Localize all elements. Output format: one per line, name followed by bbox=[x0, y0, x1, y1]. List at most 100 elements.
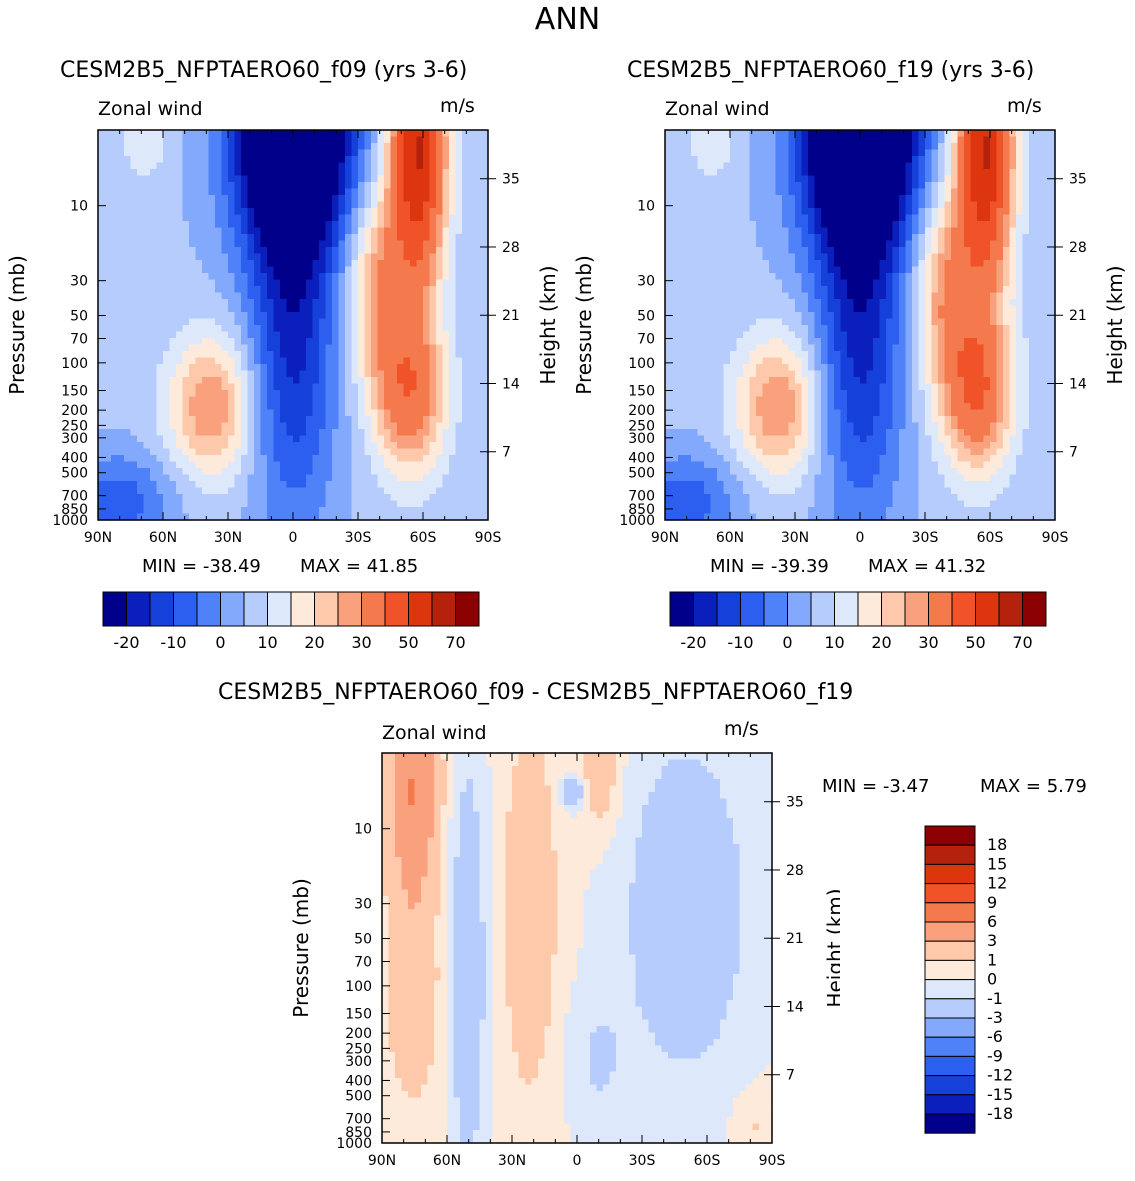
field-cell bbox=[319, 513, 327, 521]
field-cell bbox=[455, 292, 463, 300]
field-cell bbox=[390, 182, 398, 190]
field-cell bbox=[182, 195, 190, 203]
field-cell bbox=[150, 234, 158, 242]
field-cell bbox=[345, 390, 353, 398]
field-cell bbox=[951, 188, 959, 196]
field-cell bbox=[977, 175, 985, 183]
field-cell bbox=[371, 273, 379, 281]
field-cell bbox=[293, 448, 301, 456]
field-cell bbox=[749, 234, 757, 242]
field-cell bbox=[1009, 247, 1017, 255]
field-cell bbox=[280, 481, 288, 489]
field-cell bbox=[704, 234, 712, 242]
field-cell bbox=[163, 273, 171, 281]
field-cell bbox=[137, 344, 145, 352]
field-cell bbox=[111, 513, 119, 521]
field-cell bbox=[723, 234, 731, 242]
field-cell bbox=[384, 318, 392, 326]
field-cell bbox=[351, 175, 359, 183]
field-cell bbox=[1003, 247, 1011, 255]
field-cell bbox=[384, 442, 392, 450]
field-cell bbox=[743, 130, 751, 138]
field-cell bbox=[293, 422, 301, 430]
field-cell bbox=[306, 435, 314, 443]
field-cell bbox=[436, 292, 444, 300]
field-cell bbox=[299, 286, 307, 294]
field-cell bbox=[189, 247, 197, 255]
field-cell bbox=[163, 494, 171, 502]
field-cell bbox=[189, 130, 197, 138]
field-cell bbox=[442, 195, 450, 203]
field-cell bbox=[847, 188, 855, 196]
field-cell bbox=[130, 221, 138, 229]
field-cell bbox=[834, 182, 842, 190]
field-cell bbox=[723, 175, 731, 183]
field-cell bbox=[788, 234, 796, 242]
field-cell bbox=[925, 247, 933, 255]
field-cell bbox=[312, 182, 320, 190]
field-cell bbox=[957, 175, 965, 183]
field-cell bbox=[918, 201, 926, 209]
field-cell bbox=[756, 240, 764, 248]
field-cell bbox=[117, 377, 125, 385]
field-cell bbox=[247, 273, 255, 281]
field-cell bbox=[111, 429, 119, 437]
field-cell bbox=[104, 253, 112, 261]
field-cell bbox=[273, 273, 281, 281]
field-cell bbox=[293, 500, 301, 508]
field-cell bbox=[390, 364, 398, 372]
field-cell bbox=[860, 221, 868, 229]
field-cell bbox=[944, 130, 952, 138]
field-cell bbox=[704, 188, 712, 196]
field-cell bbox=[879, 221, 887, 229]
field-cell bbox=[338, 416, 346, 424]
field-cell bbox=[221, 175, 229, 183]
field-cell bbox=[104, 273, 112, 281]
field-cell bbox=[912, 247, 920, 255]
field-cell bbox=[384, 156, 392, 164]
field-cell bbox=[104, 435, 112, 443]
field-cell bbox=[691, 182, 699, 190]
field-cell bbox=[358, 305, 366, 313]
field-cell bbox=[364, 403, 372, 411]
field-cell bbox=[397, 442, 405, 450]
field-cell bbox=[423, 351, 431, 359]
field-cell bbox=[325, 299, 333, 307]
field-cell bbox=[423, 448, 431, 456]
field-cell bbox=[306, 481, 314, 489]
field-cell bbox=[228, 507, 236, 515]
field-cell bbox=[312, 507, 320, 515]
field-cell bbox=[403, 286, 411, 294]
field-cell bbox=[325, 403, 333, 411]
field-cell bbox=[756, 195, 764, 203]
field-cell bbox=[723, 208, 731, 216]
field-cell bbox=[143, 351, 151, 359]
field-cell bbox=[143, 305, 151, 313]
field-cell bbox=[306, 331, 314, 339]
field-cell bbox=[990, 253, 998, 261]
field-cell bbox=[462, 182, 470, 190]
field-cell bbox=[228, 201, 236, 209]
field-cell bbox=[364, 240, 372, 248]
field-cell bbox=[156, 370, 164, 378]
field-cell bbox=[944, 136, 952, 144]
field-cell bbox=[247, 383, 255, 391]
field-cell bbox=[280, 383, 288, 391]
field-cell bbox=[462, 370, 470, 378]
field-cell bbox=[267, 364, 275, 372]
field-cell bbox=[743, 227, 751, 235]
field-cell bbox=[130, 455, 138, 463]
field-cell bbox=[104, 487, 112, 495]
field-cell bbox=[358, 507, 366, 515]
field-cell bbox=[665, 240, 673, 248]
field-cell bbox=[241, 318, 249, 326]
field-cell bbox=[189, 403, 197, 411]
field-cell bbox=[189, 286, 197, 294]
field-cell bbox=[665, 247, 673, 255]
field-cell bbox=[977, 240, 985, 248]
field-cell bbox=[345, 507, 353, 515]
field-cell bbox=[957, 169, 965, 177]
field-cell bbox=[221, 422, 229, 430]
field-cell bbox=[124, 513, 132, 521]
field-cell bbox=[449, 227, 457, 235]
